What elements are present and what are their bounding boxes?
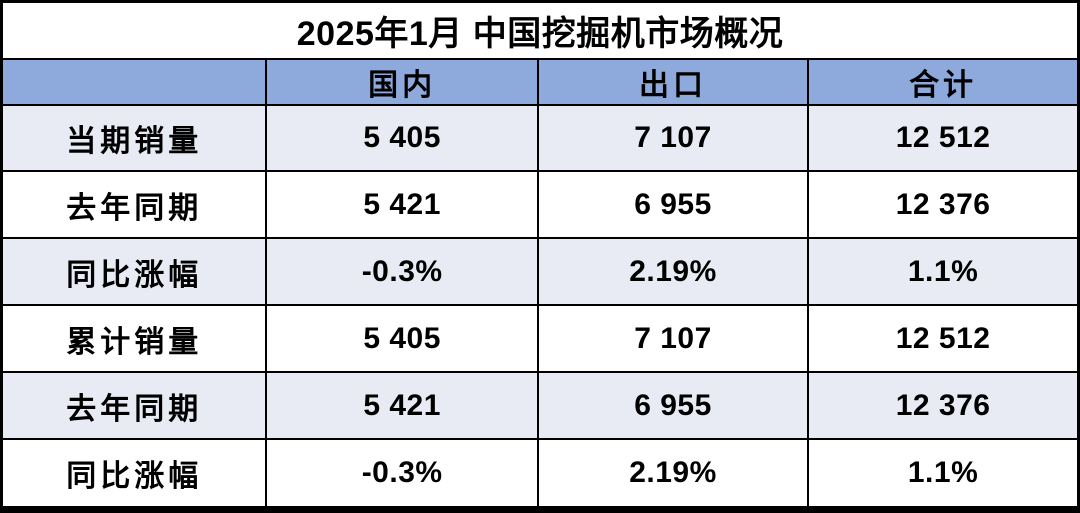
cell-export: 7 107 (536, 103, 810, 173)
cell-domestic: 5 405 (265, 304, 539, 374)
cell-export: 6 955 (536, 371, 810, 440)
cell-total: 12 376 (807, 371, 1080, 440)
table-title: 2025年1月 中国挖掘机市场概况 (0, 0, 1080, 60)
table-row-yoy-change-cumulative: 同比涨幅 -0.3% 2.19% 1.1% (0, 437, 1080, 511)
column-header-row: 国内 出口 合计 (0, 57, 1080, 106)
cell-domestic: -0.3% (265, 237, 539, 307)
cell-export: 7 107 (536, 304, 810, 374)
cell-domestic: -0.3% (265, 437, 539, 511)
row-label: 当期销量 (0, 103, 268, 173)
row-label: 同比涨幅 (0, 237, 268, 307)
cell-domestic: 5 405 (265, 103, 539, 173)
table-row-yoy-change: 同比涨幅 -0.3% 2.19% 1.1% (0, 237, 1080, 307)
table-row-current-sales: 当期销量 5 405 7 107 12 512 (0, 103, 1080, 173)
column-header-domestic: 国内 (265, 57, 539, 106)
cell-total: 12 376 (807, 170, 1080, 240)
cell-export: 6 955 (536, 170, 810, 240)
row-label: 同比涨幅 (0, 437, 268, 511)
cell-total: 1.1% (807, 237, 1080, 307)
row-label: 去年同期 (0, 170, 268, 240)
column-header-export: 出口 (536, 57, 810, 106)
cell-export: 2.19% (536, 437, 810, 511)
cell-total: 1.1% (807, 437, 1080, 511)
column-header-blank (0, 57, 268, 106)
cell-total: 12 512 (807, 304, 1080, 374)
table-row-last-year-same-period: 去年同期 5 421 6 955 12 376 (0, 170, 1080, 240)
cell-export: 2.19% (536, 237, 810, 307)
cell-total: 12 512 (807, 103, 1080, 173)
table-row-last-year-same-period-cumulative: 去年同期 5 421 6 955 12 376 (0, 371, 1080, 440)
row-label: 累计销量 (0, 304, 268, 374)
column-header-total: 合计 (807, 57, 1080, 106)
title-row: 2025年1月 中国挖掘机市场概况 (0, 0, 1080, 60)
table-row-cumulative-sales: 累计销量 5 405 7 107 12 512 (0, 304, 1080, 374)
cell-domestic: 5 421 (265, 170, 539, 240)
cell-domestic: 5 421 (265, 371, 539, 440)
row-label: 去年同期 (0, 371, 268, 440)
